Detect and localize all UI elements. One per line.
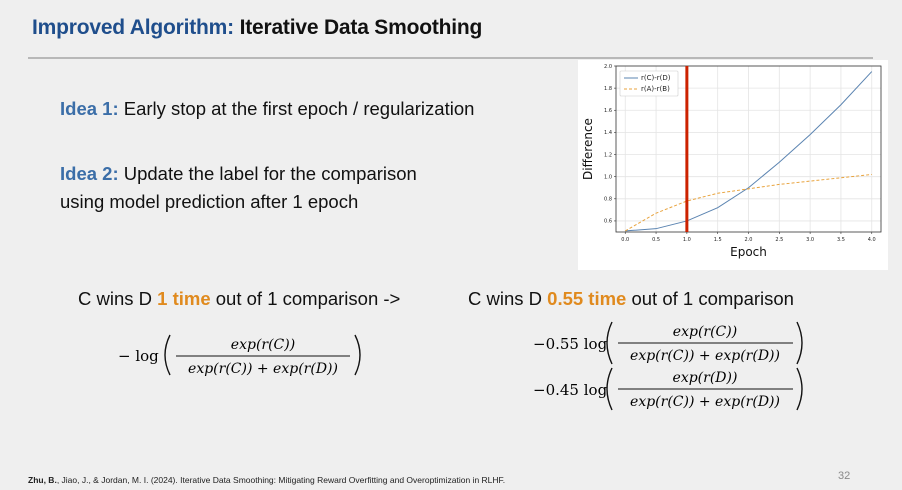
formula-left-paren-open xyxy=(164,334,171,376)
y-tick-label: 1.0 xyxy=(604,174,612,180)
y-tick-label: 1.8 xyxy=(604,86,612,92)
sentence-right: C wins D 0.55 time out of 1 comparison xyxy=(468,288,794,310)
citation-rest: , Jiao, J., & Jordan, M. I. (2024). Iter… xyxy=(56,475,506,485)
x-tick-label: 3.5 xyxy=(837,237,845,243)
title-accent: Improved Algorithm: xyxy=(32,16,234,39)
formula-right-bottom-prefix: −0.45 log xyxy=(533,381,608,399)
formula-right-top-numerator: exp(r(C)) xyxy=(673,324,737,340)
y-axis-label: Difference xyxy=(581,118,595,180)
title-rest: Iterative Data Smoothing xyxy=(233,16,483,39)
formula-right-bottom-numerator: exp(r(D)) xyxy=(673,370,738,386)
legend-label-1: r(A)-r(B) xyxy=(641,85,670,93)
idea-1-text: Early stop at the first epoch / regulari… xyxy=(118,98,475,119)
y-tick-label: 2.0 xyxy=(604,64,612,70)
formula-right-bottom-paren-open xyxy=(606,367,613,411)
idea-2-label: Idea 2: xyxy=(60,163,119,184)
idea-2: Idea 2: Update the label for the compari… xyxy=(60,160,417,216)
idea-2-text-line2: using model prediction after 1 epoch xyxy=(60,191,359,212)
x-tick-label: 2.5 xyxy=(775,237,783,243)
sentence-left-highlight: 1 time xyxy=(157,288,211,309)
formula-right-top-paren-open xyxy=(606,321,613,365)
series-line-1 xyxy=(624,173,872,232)
sentence-right-post: out of 1 comparison xyxy=(626,288,794,309)
y-tick-label: 0.6 xyxy=(604,219,612,225)
x-tick-label: 3.0 xyxy=(806,237,814,243)
page-number: 32 xyxy=(838,470,851,482)
series-line-0 xyxy=(625,71,873,232)
title-divider xyxy=(28,57,873,59)
formula-right-top-prefix: −0.55 log xyxy=(533,335,608,353)
x-tick-label: 4.0 xyxy=(868,237,876,243)
y-tick-label: 1.2 xyxy=(604,152,612,158)
formula-left-denominator: exp(r(C)) + exp(r(D)) xyxy=(188,361,338,377)
formula-left-prefix: − log xyxy=(118,347,159,365)
formula-right-top: −0.55 log exp(r(C)) exp(r(C)) + exp(r(D)… xyxy=(533,321,803,365)
y-tick-label: 0.8 xyxy=(604,197,612,203)
formula-left-numerator: exp(r(C)) xyxy=(231,337,295,353)
formula-right-bottom-paren-close xyxy=(796,367,803,411)
y-tick-label: 1.6 xyxy=(604,108,612,114)
formula-left-paren-close xyxy=(354,334,361,376)
x-tick-label: 1.0 xyxy=(683,237,691,243)
formula-left: − log exp(r(C)) exp(r(C)) + exp(r(D)) xyxy=(118,334,361,377)
formula-right-top-paren-close xyxy=(796,321,803,365)
sentence-left: C wins D 1 time out of 1 comparison -> xyxy=(78,288,400,310)
sentence-left-pre: C wins D xyxy=(78,288,158,309)
sentence-left-post: out of 1 comparison -> xyxy=(210,288,401,309)
idea-2-text-line1: Update the label for the comparison xyxy=(118,163,417,184)
sentence-right-highlight: 0.55 time xyxy=(547,288,627,309)
difference-chart: 0.0 0.5 1.0 1.5 2.0 2.5 3.0 3.5 4.0 0.6 0.8 1.0 1.2 1… xyxy=(578,60,888,270)
legend-label-0: r(C)-r(D) xyxy=(641,74,671,82)
citation-authors: Zhu, B. xyxy=(28,475,57,485)
x-tick-label: 2.0 xyxy=(745,237,753,243)
legend-box xyxy=(619,70,679,97)
idea-1-label: Idea 1: xyxy=(60,98,119,119)
x-axis-label: Epoch xyxy=(730,245,767,259)
citation-footer: Zhu, B., Jiao, J., & Jordan, M. I. (2024… xyxy=(28,475,505,485)
formula-right-bottom: −0.45 log exp(r(D)) exp(r(C)) + exp(r(D)… xyxy=(533,367,803,411)
formula-right-top-denominator: exp(r(C)) + exp(r(D)) xyxy=(630,348,780,364)
y-tick-label: 1.4 xyxy=(604,130,612,136)
formula-right-bottom-denominator: exp(r(C)) + exp(r(D)) xyxy=(630,394,780,410)
x-tick-label: 0.0 xyxy=(621,237,629,243)
slide-title: Improved Algorithm: Iterative Data Smoot… xyxy=(32,16,482,40)
sentence-right-pre: C wins D xyxy=(468,288,548,309)
x-tick-label: 0.5 xyxy=(652,237,660,243)
idea-1: Idea 1: Early stop at the first epoch / … xyxy=(60,95,474,123)
chart-svg: 0.0 0.5 1.0 1.5 2.0 2.5 3.0 3.5 4.0 0.6 0.8 1.0 1.2 1… xyxy=(581,64,882,259)
x-tick-label: 1.5 xyxy=(714,237,722,243)
